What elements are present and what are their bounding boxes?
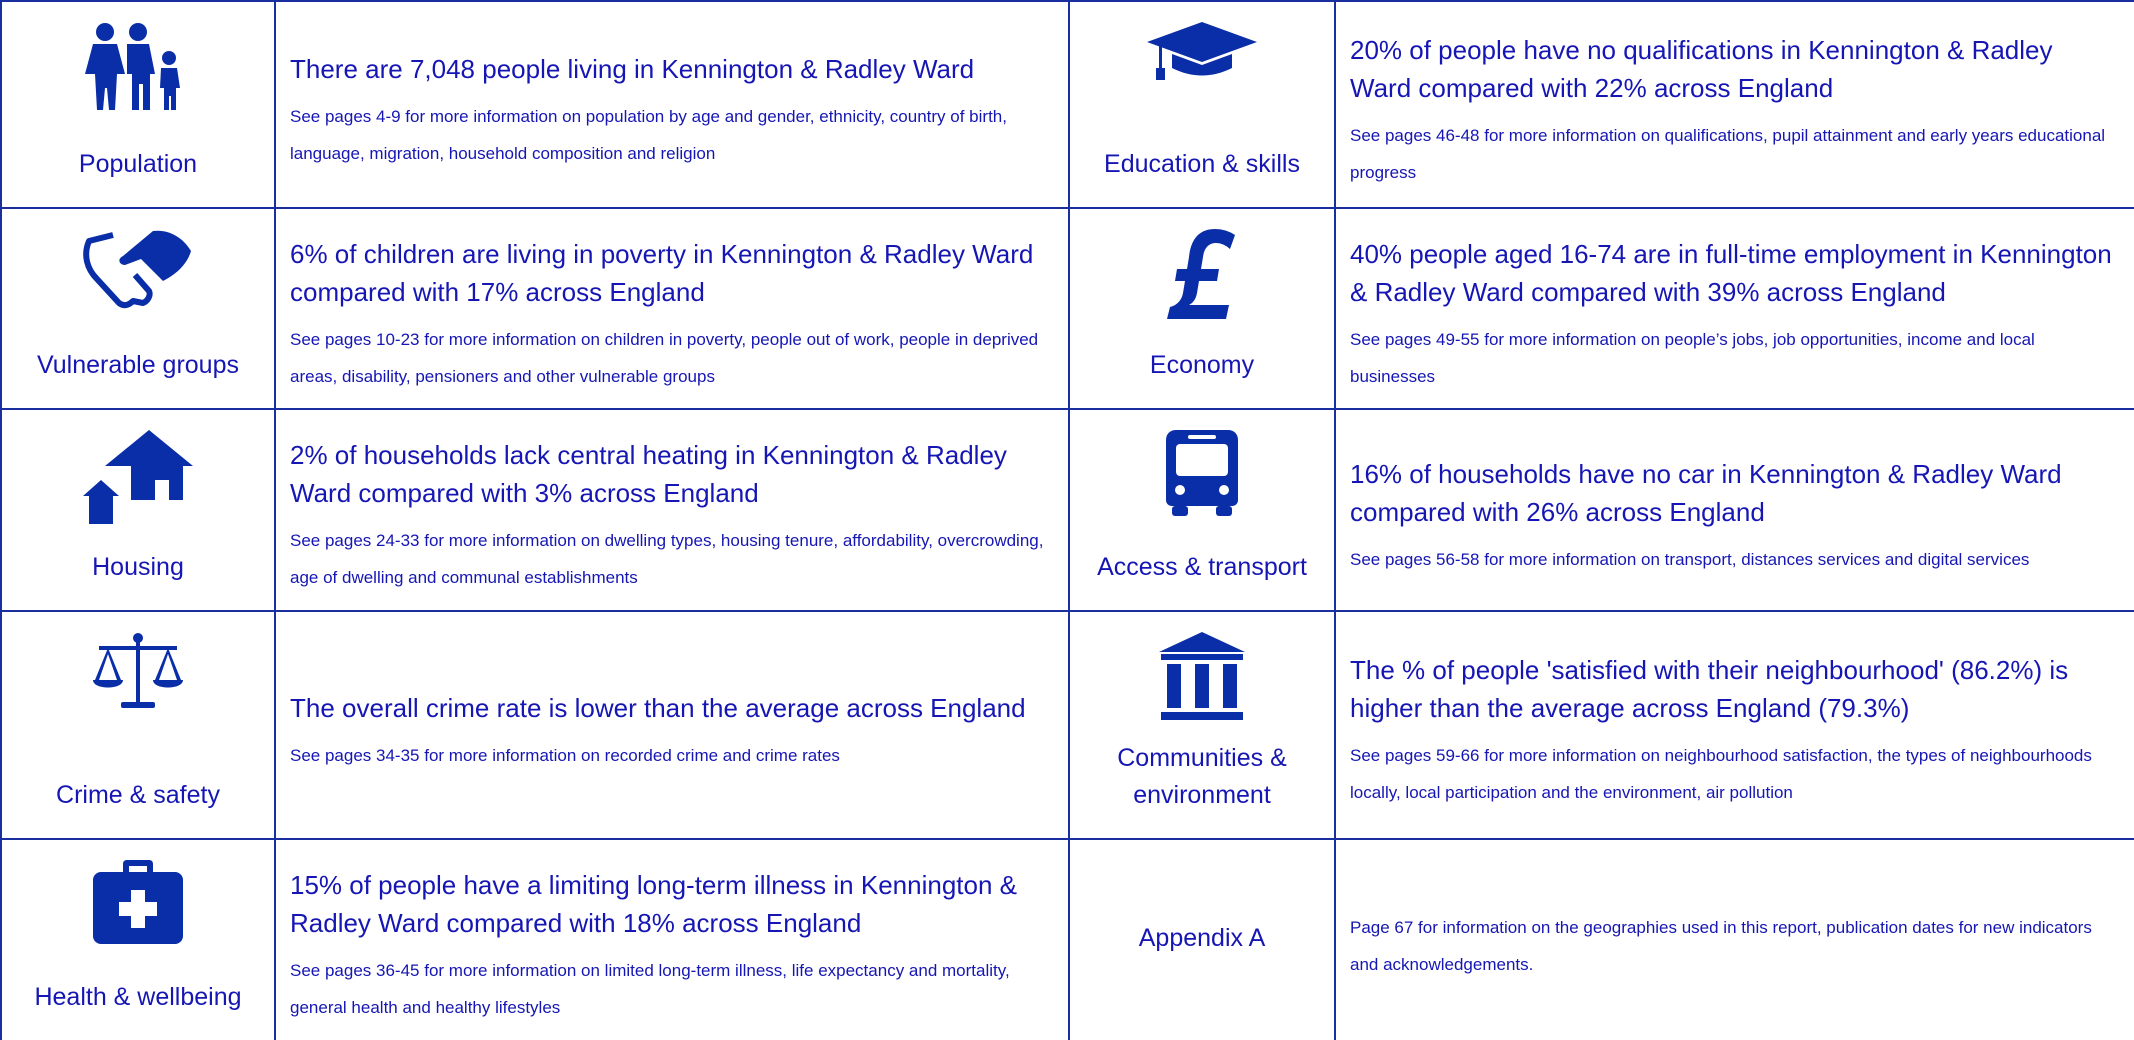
text-cell: 20% of people have no qualifications in … bbox=[1336, 2, 2134, 209]
label: Housing bbox=[92, 553, 184, 581]
scales-icon bbox=[93, 633, 183, 708]
icon-cell: Access & transport bbox=[1070, 410, 1336, 612]
icon-cell: Health & wellbeing bbox=[2, 840, 276, 1040]
detail: Page 67 for information on the geographi… bbox=[1350, 918, 2092, 974]
headline: 16% of households have no car in Kenning… bbox=[1350, 458, 2062, 527]
pound-icon bbox=[1167, 229, 1235, 319]
building-icon bbox=[1159, 632, 1245, 720]
label: Economy bbox=[1149, 351, 1255, 379]
headline: 15% of people have a limiting long-term … bbox=[290, 870, 1017, 938]
text-cell: 2% of households lack central heating in… bbox=[276, 410, 1070, 612]
label: Population bbox=[78, 150, 198, 178]
icon-cell: Housing bbox=[2, 410, 276, 612]
houses-icon bbox=[83, 430, 193, 524]
headline: The overall crime rate is lower than the… bbox=[290, 692, 1026, 723]
headline: The % of people 'satisfied with their ne… bbox=[1350, 655, 2069, 723]
text-cell: 16% of households have no car in Kenning… bbox=[1336, 410, 2134, 612]
headline: 40% people aged 16-74 are in full-time e… bbox=[1350, 238, 2112, 307]
text-cell: The % of people 'satisfied with their ne… bbox=[1336, 612, 2134, 840]
detail: See pages 4-9 for more information on po… bbox=[290, 106, 1007, 163]
label: Education & skills bbox=[1104, 150, 1300, 178]
education-icon bbox=[1147, 22, 1257, 80]
label: Communities & environment bbox=[1117, 744, 1287, 809]
icon-cell: Crime & safety bbox=[2, 612, 276, 840]
detail: See pages 56-58 for more information on … bbox=[1350, 549, 2030, 569]
first-aid-icon bbox=[93, 860, 183, 944]
label: Health & wellbeing bbox=[34, 983, 242, 1011]
detail: See pages 49-55 for more information on … bbox=[1350, 329, 2035, 386]
icon-cell: Communities & environment bbox=[1070, 612, 1336, 840]
detail: See pages 24-33 for more information on … bbox=[290, 531, 1044, 587]
detail: See pages 10-23 for more information on … bbox=[290, 329, 1039, 386]
detail: See pages 59-66 for more information on … bbox=[1350, 746, 2092, 802]
text-cell: 6% of children are living in poverty in … bbox=[276, 209, 1070, 410]
icon-cell: Appendix A bbox=[1070, 840, 1336, 1040]
icon-cell: Population bbox=[2, 2, 276, 209]
headline: There are 7,048 people living in Kenning… bbox=[290, 53, 975, 84]
text-cell: There are 7,048 people living in Kenning… bbox=[276, 2, 1070, 209]
icon-cell: Vulnerable groups bbox=[2, 209, 276, 410]
detail: See pages 36-45 for more information on … bbox=[290, 961, 1010, 1017]
headline: 20% of people have no qualifications in … bbox=[1350, 34, 2053, 103]
icon-cell: Economy bbox=[1070, 209, 1336, 410]
label: Crime & safety bbox=[56, 781, 220, 809]
icon-cell: Education & skills bbox=[1070, 2, 1336, 209]
headline: 6% of children are living in poverty in … bbox=[290, 238, 1034, 307]
bus-icon bbox=[1166, 430, 1238, 516]
label: Access & transport bbox=[1097, 553, 1307, 581]
text-cell: The overall crime rate is lower than the… bbox=[276, 612, 1070, 840]
text-cell: Page 67 for information on the geographi… bbox=[1336, 840, 2134, 1040]
handshake-icon bbox=[83, 230, 191, 309]
headline: 2% of households lack central heating in… bbox=[290, 440, 1007, 508]
text-cell: 40% people aged 16-74 are in full-time e… bbox=[1336, 209, 2134, 410]
detail: See pages 46-48 for more information on … bbox=[1350, 125, 2106, 182]
label: Vulnerable groups bbox=[37, 351, 239, 379]
text-cell: 15% of people have a limiting long-term … bbox=[276, 840, 1070, 1040]
detail: See pages 34-35 for more information on … bbox=[290, 745, 840, 765]
population-icon bbox=[85, 23, 180, 110]
label: Appendix A bbox=[1138, 923, 1266, 952]
